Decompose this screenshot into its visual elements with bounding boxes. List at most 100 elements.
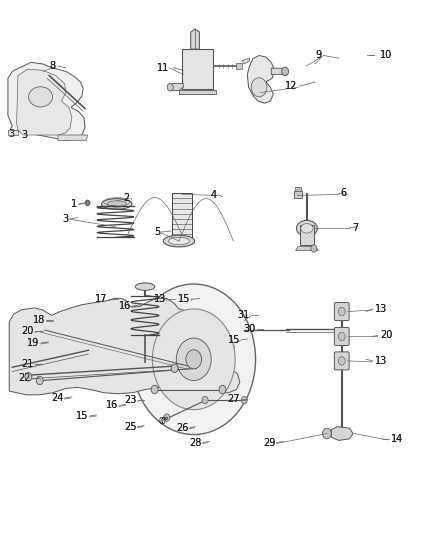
- Text: 27: 27: [227, 394, 240, 404]
- Circle shape: [251, 78, 267, 97]
- Polygon shape: [169, 84, 184, 91]
- Text: 24: 24: [51, 393, 63, 403]
- Text: 21: 21: [21, 359, 34, 369]
- Text: 17: 17: [95, 294, 107, 304]
- Text: 10: 10: [380, 51, 392, 60]
- Circle shape: [241, 397, 247, 404]
- Text: 11: 11: [157, 63, 169, 72]
- Text: 19: 19: [28, 338, 40, 348]
- Text: 2: 2: [124, 192, 130, 203]
- FancyBboxPatch shape: [295, 187, 301, 191]
- Polygon shape: [17, 69, 72, 135]
- Circle shape: [338, 357, 345, 365]
- Text: 16: 16: [106, 400, 118, 410]
- Circle shape: [85, 200, 90, 206]
- Circle shape: [282, 67, 289, 76]
- Text: 29: 29: [263, 438, 276, 448]
- Text: 26: 26: [176, 423, 188, 433]
- Text: 12: 12: [285, 81, 297, 91]
- Text: 3: 3: [21, 130, 27, 140]
- FancyBboxPatch shape: [300, 225, 314, 245]
- FancyBboxPatch shape: [334, 352, 349, 370]
- Text: 15: 15: [178, 294, 191, 304]
- Text: 13: 13: [375, 304, 387, 314]
- Polygon shape: [8, 62, 85, 140]
- Text: 1: 1: [71, 199, 78, 209]
- Circle shape: [177, 338, 211, 381]
- Text: 12: 12: [285, 81, 297, 91]
- Text: 13: 13: [154, 294, 166, 304]
- Circle shape: [338, 332, 345, 341]
- Text: 20: 20: [21, 326, 34, 336]
- Text: 3: 3: [63, 214, 69, 224]
- Ellipse shape: [135, 283, 155, 290]
- Circle shape: [167, 84, 173, 91]
- Text: 20: 20: [380, 330, 392, 341]
- Text: 15: 15: [227, 335, 240, 345]
- Circle shape: [338, 308, 345, 316]
- Text: 16: 16: [119, 301, 131, 311]
- Text: 22: 22: [18, 373, 31, 383]
- Ellipse shape: [163, 235, 194, 247]
- Text: 3: 3: [8, 130, 14, 140]
- Text: 29: 29: [263, 438, 276, 448]
- Polygon shape: [191, 29, 199, 49]
- Text: 15: 15: [178, 294, 191, 304]
- Text: 13: 13: [375, 356, 387, 366]
- FancyBboxPatch shape: [334, 303, 349, 320]
- Text: 25: 25: [124, 422, 136, 432]
- Text: 5: 5: [154, 227, 160, 237]
- Text: 0°: 0°: [160, 417, 169, 426]
- Ellipse shape: [297, 220, 318, 236]
- Text: 19: 19: [28, 338, 40, 348]
- Text: 7: 7: [352, 223, 358, 233]
- Text: 3: 3: [21, 130, 27, 140]
- Text: 13: 13: [375, 304, 387, 314]
- Text: 20: 20: [380, 330, 392, 341]
- Text: 30: 30: [244, 324, 256, 334]
- Polygon shape: [237, 63, 242, 69]
- Circle shape: [151, 385, 158, 394]
- Text: 18: 18: [33, 314, 45, 325]
- Text: 20: 20: [21, 326, 34, 336]
- Text: 30: 30: [244, 324, 256, 334]
- Polygon shape: [58, 135, 88, 140]
- Circle shape: [219, 385, 226, 394]
- Polygon shape: [9, 298, 240, 395]
- FancyBboxPatch shape: [173, 193, 191, 239]
- Text: 22: 22: [18, 373, 31, 383]
- Polygon shape: [296, 246, 318, 251]
- Text: 25: 25: [124, 422, 136, 432]
- Text: 7: 7: [352, 223, 358, 233]
- Text: 23: 23: [124, 395, 136, 405]
- Text: 6: 6: [341, 188, 347, 198]
- Text: 8: 8: [49, 61, 56, 71]
- Text: 2: 2: [124, 192, 130, 203]
- Text: 4: 4: [211, 190, 217, 200]
- Text: 4: 4: [211, 190, 217, 200]
- Polygon shape: [271, 68, 288, 75]
- Polygon shape: [242, 58, 250, 64]
- Polygon shape: [331, 426, 353, 440]
- Text: 15: 15: [76, 411, 88, 421]
- Ellipse shape: [28, 87, 53, 107]
- Text: 1: 1: [71, 199, 78, 209]
- Text: 14: 14: [391, 434, 403, 444]
- Ellipse shape: [301, 223, 313, 233]
- Circle shape: [202, 397, 208, 404]
- Text: 8: 8: [49, 61, 56, 71]
- Text: 15: 15: [227, 335, 240, 345]
- Text: 6: 6: [341, 188, 347, 198]
- Circle shape: [322, 428, 331, 439]
- Polygon shape: [8, 130, 18, 135]
- Circle shape: [311, 245, 317, 252]
- Text: 23: 23: [124, 395, 136, 405]
- Circle shape: [36, 376, 43, 385]
- FancyBboxPatch shape: [182, 49, 213, 89]
- Circle shape: [186, 350, 201, 369]
- Text: 9: 9: [315, 51, 321, 60]
- Text: 31: 31: [237, 310, 250, 320]
- Text: 9: 9: [315, 51, 321, 60]
- Text: 28: 28: [189, 438, 201, 448]
- Polygon shape: [247, 55, 275, 103]
